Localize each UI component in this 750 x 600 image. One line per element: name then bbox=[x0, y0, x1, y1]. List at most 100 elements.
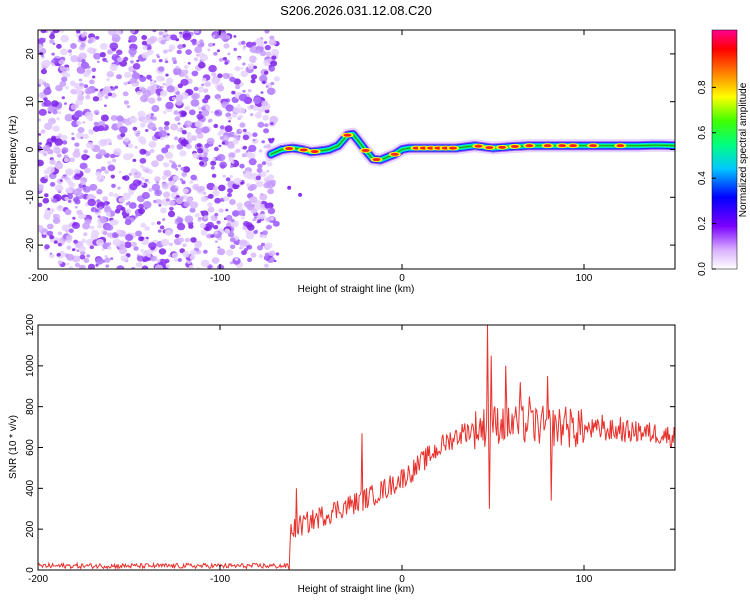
noise-speckle bbox=[109, 63, 118, 71]
noise-speckle bbox=[265, 242, 273, 249]
noise-speckle bbox=[149, 142, 156, 148]
noise-speckle bbox=[246, 244, 253, 250]
noise-speckle bbox=[239, 129, 243, 132]
noise-speckle bbox=[211, 77, 220, 85]
noise-speckle bbox=[42, 59, 51, 67]
noise-speckle bbox=[175, 185, 179, 189]
x-tick-label: 100 bbox=[576, 574, 593, 585]
noise-speckle bbox=[142, 89, 152, 98]
noise-speckle bbox=[218, 144, 222, 148]
noise-speckle bbox=[107, 50, 112, 54]
noise-speckle bbox=[138, 236, 144, 242]
noise-speckle bbox=[46, 86, 51, 90]
noise-speckle bbox=[192, 250, 197, 255]
noise-speckle bbox=[54, 138, 63, 146]
noise-speckle bbox=[191, 70, 199, 77]
noise-speckle bbox=[265, 217, 271, 222]
noise-speckle bbox=[156, 199, 163, 205]
noise-speckle bbox=[58, 59, 65, 65]
noise-speckle bbox=[69, 157, 75, 163]
noise-speckle bbox=[129, 116, 138, 124]
noise-speckle bbox=[219, 32, 228, 40]
noise-speckle bbox=[96, 199, 101, 203]
noise-speckle bbox=[64, 113, 74, 122]
ridge-hotspot-core bbox=[543, 144, 552, 148]
noise-speckle bbox=[165, 35, 172, 41]
noise-speckle bbox=[59, 179, 63, 182]
noise-speckle bbox=[161, 182, 169, 189]
noise-speckle bbox=[203, 215, 209, 220]
noise-speckle bbox=[49, 34, 56, 40]
noise-speckle bbox=[266, 144, 272, 149]
ridge-hotspot-core bbox=[558, 144, 567, 148]
noise-speckle bbox=[179, 196, 184, 200]
noise-speckle bbox=[147, 122, 156, 130]
noise-speckle bbox=[86, 254, 91, 258]
noise-speckle bbox=[193, 57, 199, 62]
noise-speckle bbox=[217, 73, 223, 78]
noise-speckle bbox=[264, 30, 270, 34]
noise-speckle bbox=[202, 98, 209, 104]
noise-speckle bbox=[42, 152, 48, 157]
noise-speckle bbox=[185, 49, 192, 55]
noise-speckle bbox=[77, 62, 82, 66]
noise-speckle bbox=[214, 240, 218, 243]
noise-speckle bbox=[132, 126, 138, 131]
noise-speckle bbox=[182, 243, 187, 247]
noise-speckle bbox=[213, 225, 219, 230]
noise-speckle bbox=[38, 108, 47, 116]
noise-speckle bbox=[214, 197, 222, 204]
noise-speckle bbox=[71, 132, 75, 136]
noise-speckle bbox=[194, 241, 202, 249]
noise-speckle bbox=[120, 206, 126, 211]
y-tick-label: 0 bbox=[25, 567, 36, 573]
noise-speckle bbox=[247, 257, 253, 262]
noise-speckle bbox=[140, 139, 147, 145]
noise-speckle bbox=[38, 159, 44, 167]
noise-speckle bbox=[254, 112, 262, 119]
noise-speckle bbox=[175, 94, 184, 102]
noise-speckle bbox=[43, 87, 52, 95]
noise-speckle bbox=[188, 264, 194, 269]
noise-speckle bbox=[112, 219, 119, 225]
noise-speckle bbox=[201, 77, 207, 82]
noise-speckle bbox=[92, 75, 96, 79]
noise-speckle bbox=[263, 128, 270, 134]
noise-speckle bbox=[152, 30, 157, 33]
noise-speckle bbox=[184, 69, 189, 74]
noise-speckle bbox=[210, 160, 217, 166]
noise-speckle bbox=[267, 188, 275, 195]
noise-speckle bbox=[199, 161, 205, 166]
noise-speckle bbox=[95, 88, 99, 92]
ridge-hotspot-core bbox=[310, 150, 319, 154]
noise-speckle bbox=[110, 115, 118, 121]
noise-speckle bbox=[116, 115, 124, 122]
noise-speckle bbox=[95, 35, 100, 40]
noise-speckle bbox=[201, 126, 210, 134]
noise-speckle bbox=[182, 32, 192, 41]
ridge-hotspot-core bbox=[569, 144, 578, 148]
noise-speckle bbox=[72, 150, 81, 158]
noise-speckle bbox=[51, 59, 56, 63]
noise-speckle bbox=[263, 41, 268, 44]
noise-speckle bbox=[212, 186, 218, 191]
noise-speckle bbox=[210, 166, 215, 170]
noise-speckle bbox=[233, 177, 242, 185]
noise-speckle bbox=[165, 229, 172, 236]
noise-speckle bbox=[258, 254, 264, 259]
noise-speckle bbox=[263, 255, 271, 261]
noise-speckle bbox=[194, 120, 203, 128]
noise-speckle bbox=[59, 30, 65, 33]
noise-speckle bbox=[68, 228, 74, 233]
noise-speckle bbox=[252, 139, 256, 142]
noise-speckle bbox=[252, 96, 262, 104]
noise-speckle bbox=[61, 134, 68, 141]
noise-speckle bbox=[203, 249, 208, 254]
noise-speckle bbox=[240, 70, 248, 78]
noise-speckle bbox=[92, 96, 100, 102]
noise-speckle bbox=[141, 182, 144, 186]
noise-speckle bbox=[218, 208, 224, 213]
noise-speckle bbox=[78, 245, 86, 252]
noise-speckle bbox=[213, 51, 218, 56]
noise-speckle bbox=[46, 230, 54, 237]
